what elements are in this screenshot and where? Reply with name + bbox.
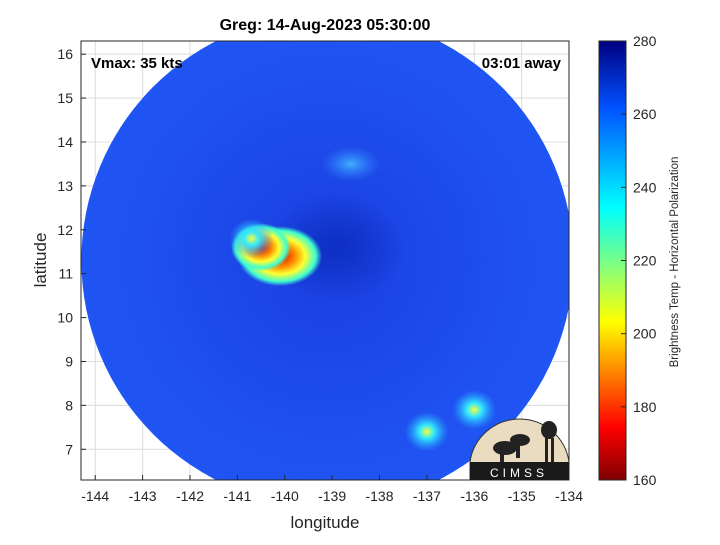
convective-cell xyxy=(404,411,449,452)
y-tick-label: 10 xyxy=(57,310,73,326)
x-tick-label: -141 xyxy=(223,488,251,504)
convective-cell xyxy=(321,145,382,182)
y-tick-label: 8 xyxy=(65,397,73,413)
y-tick-label: 14 xyxy=(57,134,73,150)
y-tick-label: 16 xyxy=(57,46,73,62)
x-tick-label: -134 xyxy=(555,488,583,504)
plot-frame xyxy=(80,40,570,481)
colorbar-tick-label: 280 xyxy=(633,33,657,49)
away-annotation: 03:01 away xyxy=(482,55,562,72)
chart-title: Greg: 14-Aug-2023 05:30:00 xyxy=(220,17,431,34)
y-axis: 7 8 9 10 11 12 13 14 15 16 xyxy=(57,46,86,457)
colorbar-tick-label: 240 xyxy=(633,179,657,195)
convective-cell xyxy=(452,389,497,430)
swath-layer xyxy=(81,41,569,480)
colorbar-tick-label: 220 xyxy=(633,253,657,269)
vmax-annotation: Vmax: 35 kts xyxy=(91,55,183,72)
colorbar-tick-label: 180 xyxy=(633,399,657,415)
convective-cell xyxy=(229,218,274,259)
x-tick-label: -139 xyxy=(318,488,346,504)
y-tick-label: 7 xyxy=(65,441,73,457)
x-tick-label: -144 xyxy=(81,488,109,504)
colorbar-tick-label: 260 xyxy=(633,106,657,122)
x-axis-label: longitude xyxy=(290,513,359,532)
x-tick-label: -138 xyxy=(365,488,393,504)
y-tick-label: 13 xyxy=(57,178,73,194)
x-tick-label: -136 xyxy=(460,488,488,504)
y-tick-label: 15 xyxy=(57,90,73,106)
y-axis-label: latitude xyxy=(31,233,50,288)
colorbar-ticks: 160 180 200 220 240 260 280 xyxy=(621,33,657,488)
y-tick-label: 11 xyxy=(58,266,73,282)
feature-layer xyxy=(229,145,497,452)
colorbar-tick-label: 200 xyxy=(633,326,657,342)
colorbar-label: Brightness Temp - Horizontal Polarizatio… xyxy=(669,157,681,368)
x-tick-label: -140 xyxy=(271,488,299,504)
x-tick-label: -143 xyxy=(129,488,157,504)
logo-text: CIMSS xyxy=(490,466,548,480)
x-axis: -144 -143 -142 -141 -140 -139 -138 -137 -136 -135… xyxy=(81,475,583,504)
y-tick-label: 12 xyxy=(57,222,73,238)
x-tick-label: -135 xyxy=(508,488,536,504)
colorbar-tick-label: 160 xyxy=(633,472,657,488)
cimss-logo: CIMSS xyxy=(469,418,570,481)
y-tick-label: 9 xyxy=(65,353,73,369)
x-tick-label: -137 xyxy=(413,488,441,504)
x-tick-label: -142 xyxy=(176,488,204,504)
